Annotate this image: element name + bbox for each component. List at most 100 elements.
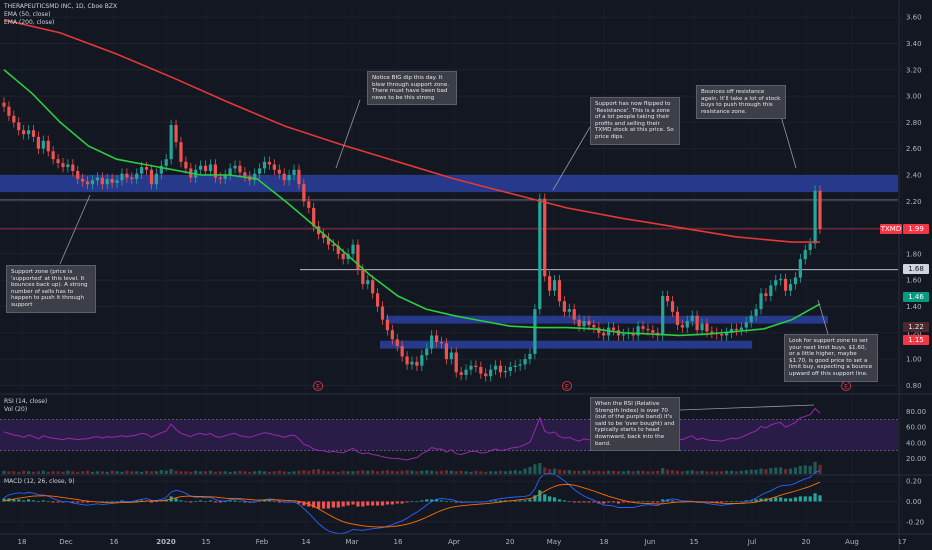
candle-body [690,315,694,321]
volume-bar [720,471,724,474]
volume-bar [444,470,449,474]
macd-hist-bar [562,500,566,502]
candle-body [533,309,537,354]
volume-bar [233,471,237,474]
note-pointer [817,299,829,335]
support-zone-band [0,174,898,193]
earnings-marker [562,381,572,391]
macd-hist-bar [17,499,21,502]
candle-body [808,243,812,250]
volume-bar [695,471,699,474]
candle-body [90,180,95,185]
candle-body [469,365,473,370]
legend-macd: MACD (12, 26, close, 9) [4,478,75,485]
candle-body [567,309,571,312]
volume-bar [282,471,286,474]
macd-hist-bar [503,500,507,502]
macd-hist-bar [297,501,301,504]
candle-body [582,320,586,327]
candle-body [61,163,65,168]
price-tick-label: 1.60 [906,277,922,285]
candle-body [169,125,173,160]
tag-122: 1.22 [903,322,929,332]
macd-hist-bar [277,501,281,503]
time-tick-label: 20 [802,538,811,546]
volume-bar [199,471,203,474]
candle-body [100,177,104,185]
candle-body [548,276,552,291]
macd-hist-bar [262,500,267,502]
candle-body [277,169,281,174]
volume-bar [169,469,173,474]
candle-body [203,165,208,172]
volume-bar [351,471,355,474]
candle-body [498,365,503,373]
macd-hist-bar [312,501,316,508]
volume-bar [783,469,788,474]
macd-hist-bar [380,501,385,506]
candle-body [125,173,129,178]
volume-bar [449,470,453,474]
macd-hist-bar [272,501,276,503]
candle-body [720,334,724,336]
candle-body [12,115,16,123]
macd-hist-bar [803,496,807,502]
candle-body [641,326,645,329]
volume-bar [292,471,296,474]
candle-body [611,327,616,331]
volume-bar [248,471,252,474]
macd-hist-bar [621,501,625,503]
time-tick-label: 14 [302,538,311,546]
candle-body [46,140,50,152]
candle-body [154,173,158,185]
volume-bar [503,471,507,474]
macd-hist-bar [449,501,453,503]
note-big-dip: Notice BIG dip this day. It blew through… [367,71,457,106]
volume-bar [700,470,704,474]
macd-hist-bar [646,501,650,503]
macd-hist-bar [783,498,788,502]
volume-bar [56,471,60,474]
macd-hist-bar [174,498,178,502]
candle-body [528,353,532,360]
candle-body [651,330,655,333]
macd-hist-bar [149,501,154,503]
macd-hist-bar [375,501,380,506]
candle-body [464,369,468,375]
volume-bar [597,470,601,474]
volume-bar [341,470,345,474]
macd-hist-bar [135,500,139,502]
volume-bar [287,471,291,474]
macd-hist-bar [400,501,404,504]
candle-body [484,373,488,377]
volume-bar [493,471,498,474]
candle-body [557,280,562,302]
volume-bar [690,470,694,474]
candle-body [793,277,798,285]
candle-body [51,151,55,160]
volume-bar [631,471,635,474]
candle-body [705,323,709,332]
volume-bar [238,470,242,474]
candle-body [2,102,6,107]
time-tick-label: Apr [448,538,460,546]
macd-hist-bar [81,501,85,503]
macd-hist-bar [208,500,213,502]
macd-hist-bar [420,500,424,502]
volume-bar [818,464,822,474]
note-flipped: Support has now flipped to 'Resistance'.… [590,97,680,145]
legend-vol: Vol (20) [4,406,28,413]
earnings-marker-label: E [844,384,848,391]
candle-body [493,365,498,370]
candle-body [661,295,665,336]
candle-body [479,367,483,374]
volume-bar [2,470,6,474]
macd-hist-bar [425,499,429,502]
volume-bar [577,470,581,474]
volume-bar [636,470,640,474]
candle-body [444,343,449,360]
candle-body [233,165,237,169]
candle-body [779,278,783,281]
price-tick-label: 2.60 [906,145,922,153]
candle-body [356,244,360,270]
